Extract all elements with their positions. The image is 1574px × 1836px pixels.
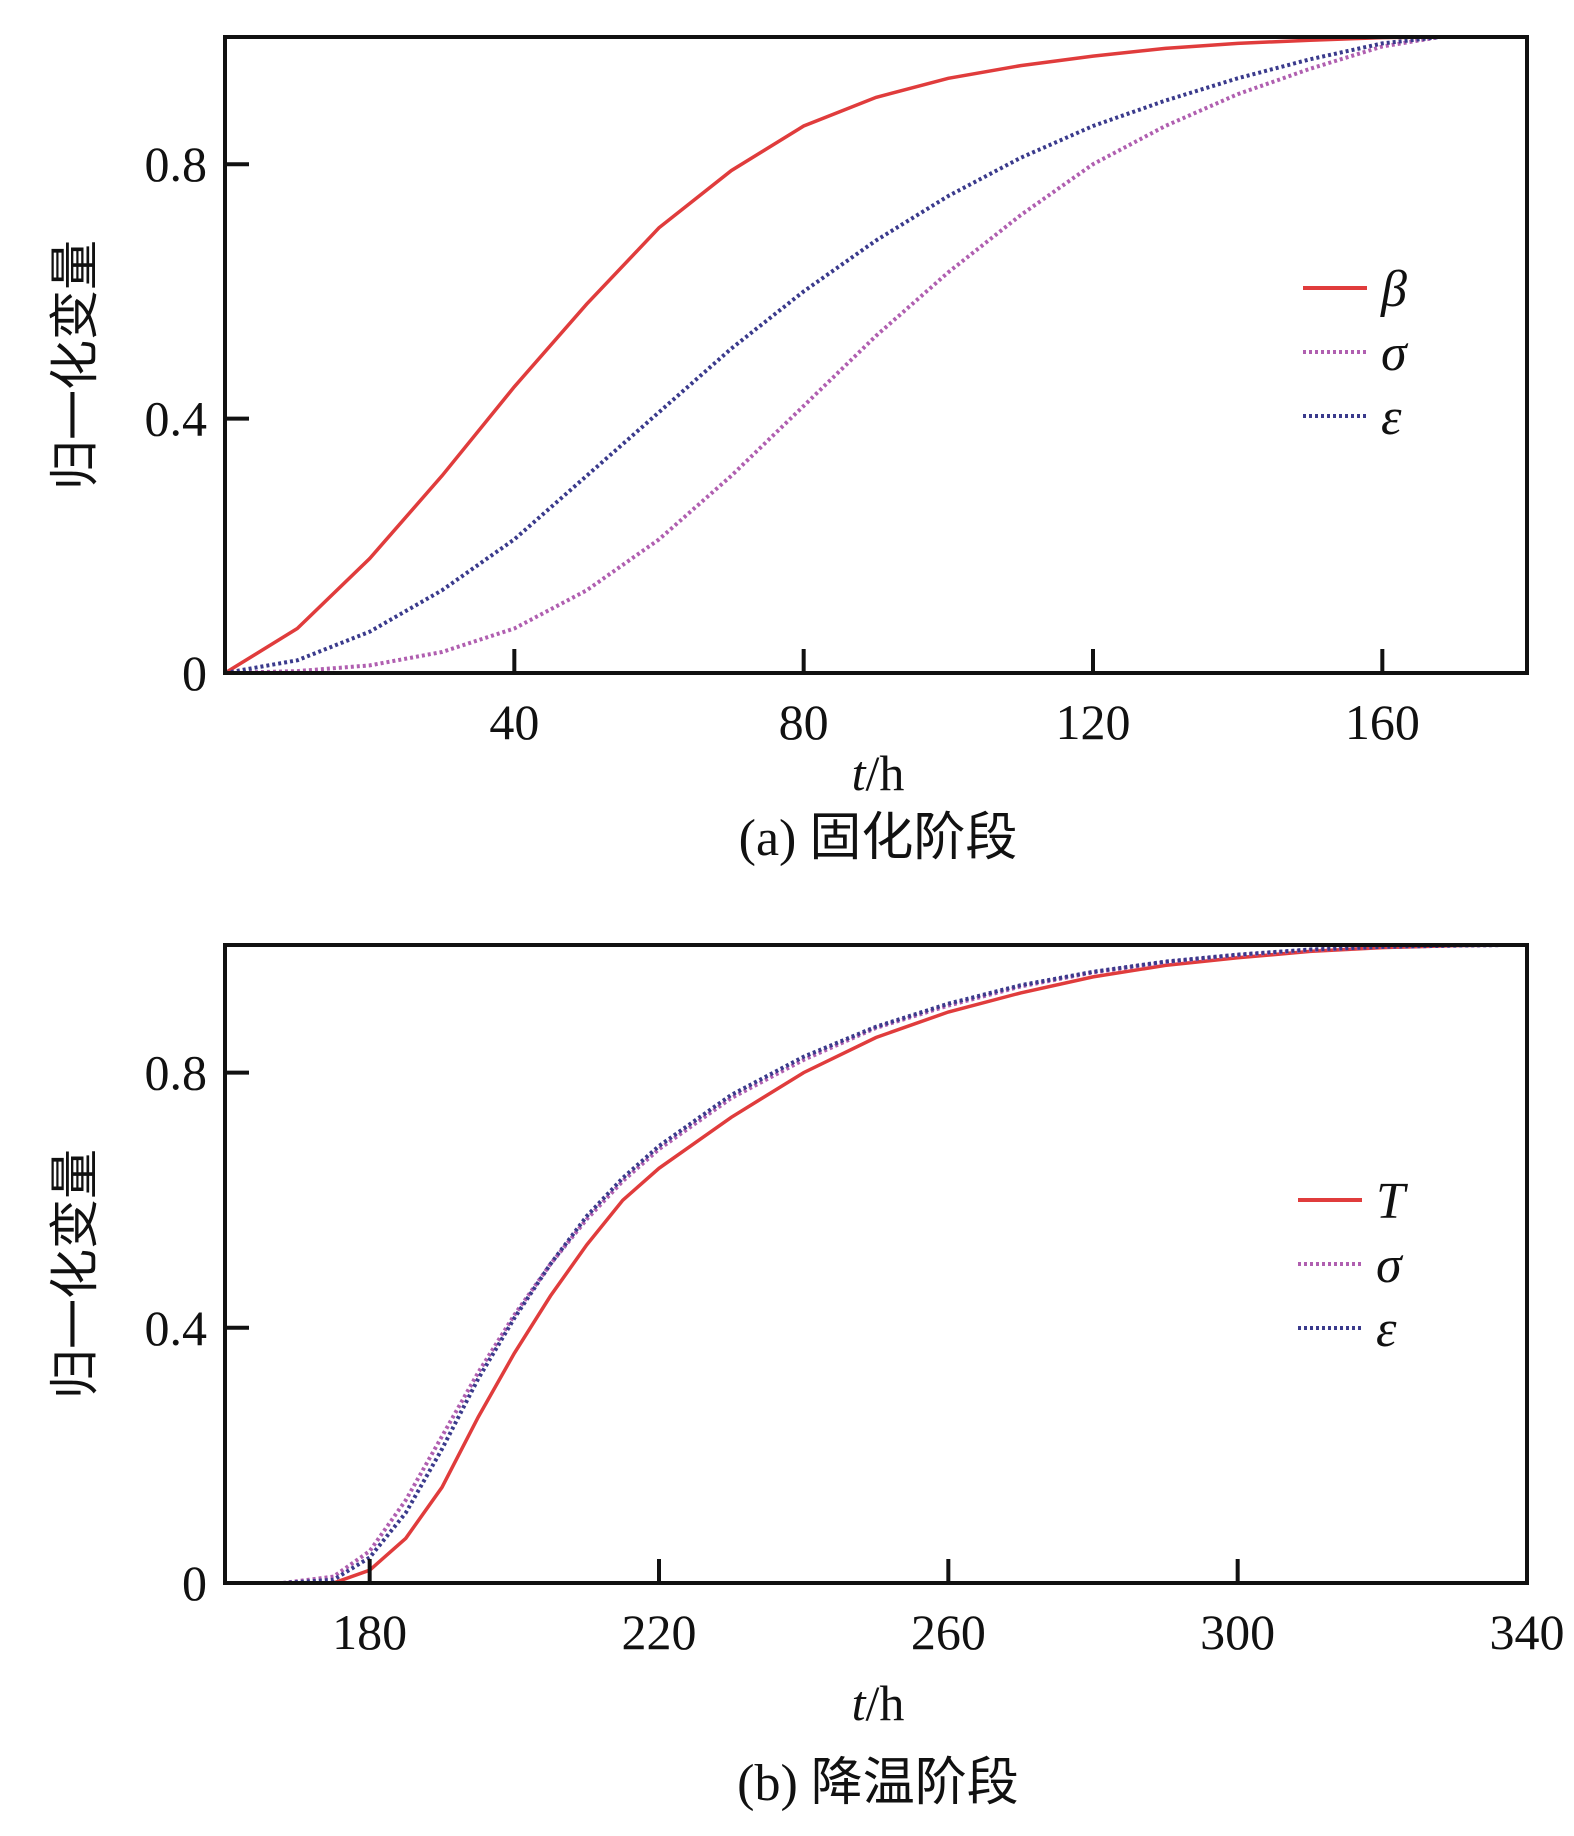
legend-label: σ (1376, 1237, 1404, 1294)
series-line-2-2 (282, 943, 1506, 1585)
plot-frame (223, 943, 1529, 1585)
series-line-1-1 (224, 35, 1441, 675)
x-axis-label: t/h (852, 745, 905, 801)
y-tick-label: 0.4 (145, 391, 208, 447)
x-tick-label: 40 (489, 694, 539, 750)
y-axis-label: 归一化变量 (46, 240, 104, 490)
y-tick-label: 0.4 (145, 1300, 208, 1356)
y-axis-label: 归一化变量 (46, 1149, 104, 1399)
x-axis-label-unit: /h (866, 745, 905, 801)
x-tick-label: 80 (779, 694, 829, 750)
y-tick-label: 0 (182, 1555, 207, 1611)
series-line-2-1 (282, 943, 1506, 1585)
chart-panel-1: 40 80 120 160 0 0.4 0.8 归一化变量 t/h (a) 固化阶段 βσε (46, 35, 1529, 867)
x-tick-label: 300 (1200, 1604, 1275, 1660)
x-tick-label: 120 (1056, 694, 1131, 750)
legend-label: T (1376, 1173, 1408, 1230)
x-tick-label: 260 (911, 1604, 986, 1660)
panel-caption: (a) 固化阶段 (739, 810, 1018, 867)
y-tick-label: 0 (182, 645, 207, 701)
legend-label: σ (1381, 325, 1409, 382)
x-axis-label: t/h (852, 1675, 905, 1731)
series-line-1-2 (224, 35, 1441, 675)
series-line-2-3 (282, 943, 1506, 1585)
x-axis-label-var: t (852, 745, 867, 801)
x-tick-label: 220 (622, 1604, 697, 1660)
x-axis-label-var: t (852, 1675, 867, 1731)
panel-caption: (b) 降温阶段 (737, 1755, 1019, 1812)
plot-frame (223, 35, 1529, 675)
series-line-1-3 (224, 35, 1441, 675)
y-tick-label: 0.8 (145, 136, 208, 192)
x-axis-label-unit: /h (866, 1675, 905, 1731)
legend-label: ε (1381, 389, 1402, 446)
legend-label: ε (1376, 1301, 1397, 1358)
chart-panel-2: 180 220 260 300 340 0 0.4 0.8 归一化变量 t/h (b) 降温阶段 Tσ… (46, 943, 1565, 1812)
legend: βσε (1303, 261, 1409, 446)
x-tick-label: 160 (1345, 694, 1420, 750)
legend: Tσε (1298, 1173, 1408, 1358)
x-tick-label: 180 (332, 1604, 407, 1660)
x-tick-label: 340 (1490, 1604, 1565, 1660)
legend-label: β (1380, 261, 1407, 318)
y-tick-label: 0.8 (145, 1045, 208, 1101)
